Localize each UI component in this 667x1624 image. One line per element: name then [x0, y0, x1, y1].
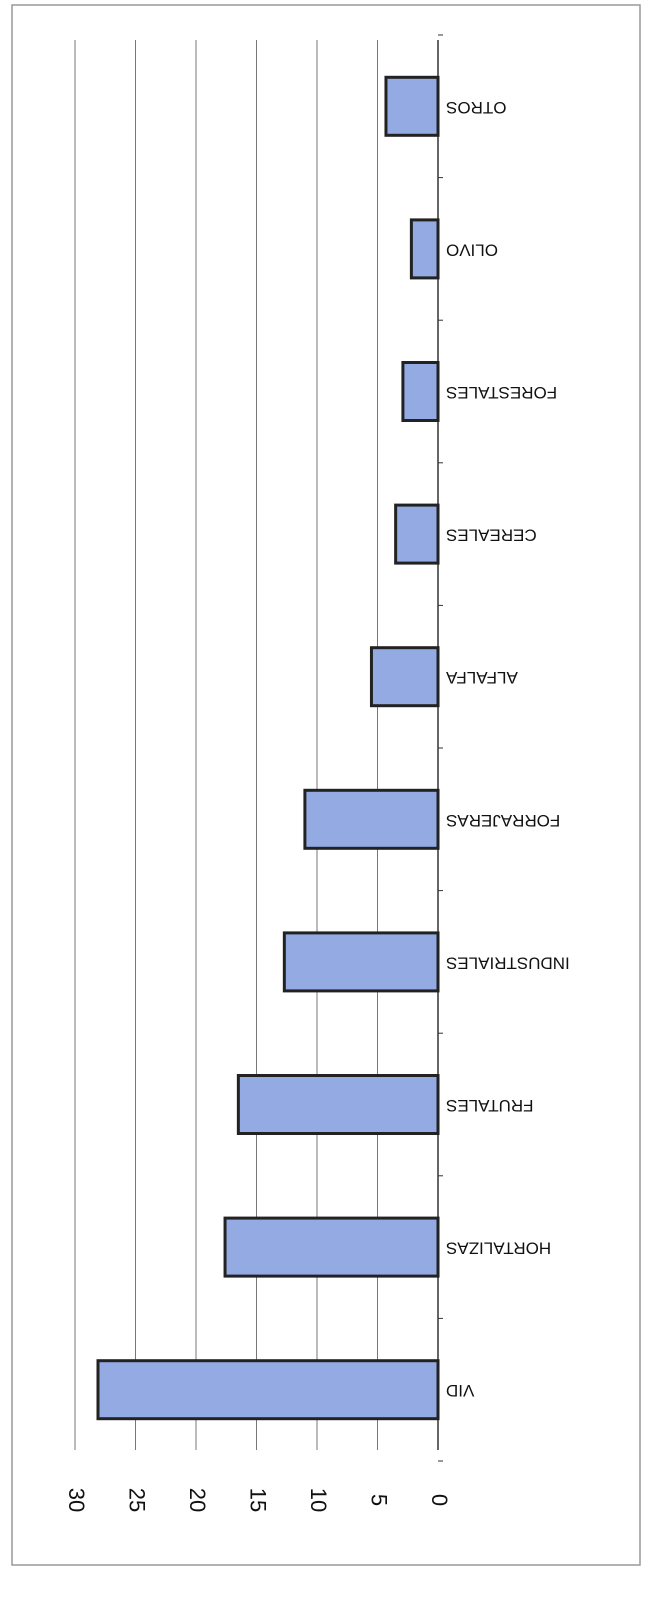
x-tick-label: FORESTALES: [446, 383, 557, 402]
bar: [96, 1359, 440, 1421]
x-tick-label: OLIVO: [446, 240, 498, 259]
chart-frame: [11, 4, 641, 1566]
y-tick-label: 25: [125, 1488, 150, 1512]
x-tick-label: ALFALFA: [445, 668, 517, 687]
y-tick-label: 10: [306, 1488, 331, 1512]
x-tick-label: FORRAJERAS: [446, 811, 560, 830]
x-tick-label: HORTALIZAS: [446, 1239, 551, 1258]
chart-body: 0 5 10 15 20 25 30 VID HORTALIZAS FRUTALES INDUSTR…: [11, 4, 641, 1566]
bar: [223, 1216, 440, 1278]
y-tick-label: 30: [64, 1488, 89, 1512]
bar: [409, 218, 440, 280]
x-tick-label: INDUSTRIALES: [446, 953, 570, 972]
x-tick-label: OTROS: [446, 98, 506, 117]
x-tick-label: FRUTALES: [446, 1096, 534, 1115]
y-tick-label: 0: [427, 1494, 452, 1506]
bar: [401, 361, 440, 422]
bar: [236, 1074, 440, 1135]
x-tick-label: CEREALES: [446, 526, 537, 545]
x-tick-label: VID: [446, 1381, 474, 1400]
bar: [369, 646, 440, 708]
bar: [303, 788, 440, 850]
bar: [282, 931, 440, 993]
y-tick-label: 15: [246, 1488, 271, 1512]
bar: [384, 75, 440, 137]
bar: [394, 503, 440, 565]
y-tick-label: 20: [185, 1488, 210, 1512]
y-tick-label: 5: [367, 1494, 392, 1506]
